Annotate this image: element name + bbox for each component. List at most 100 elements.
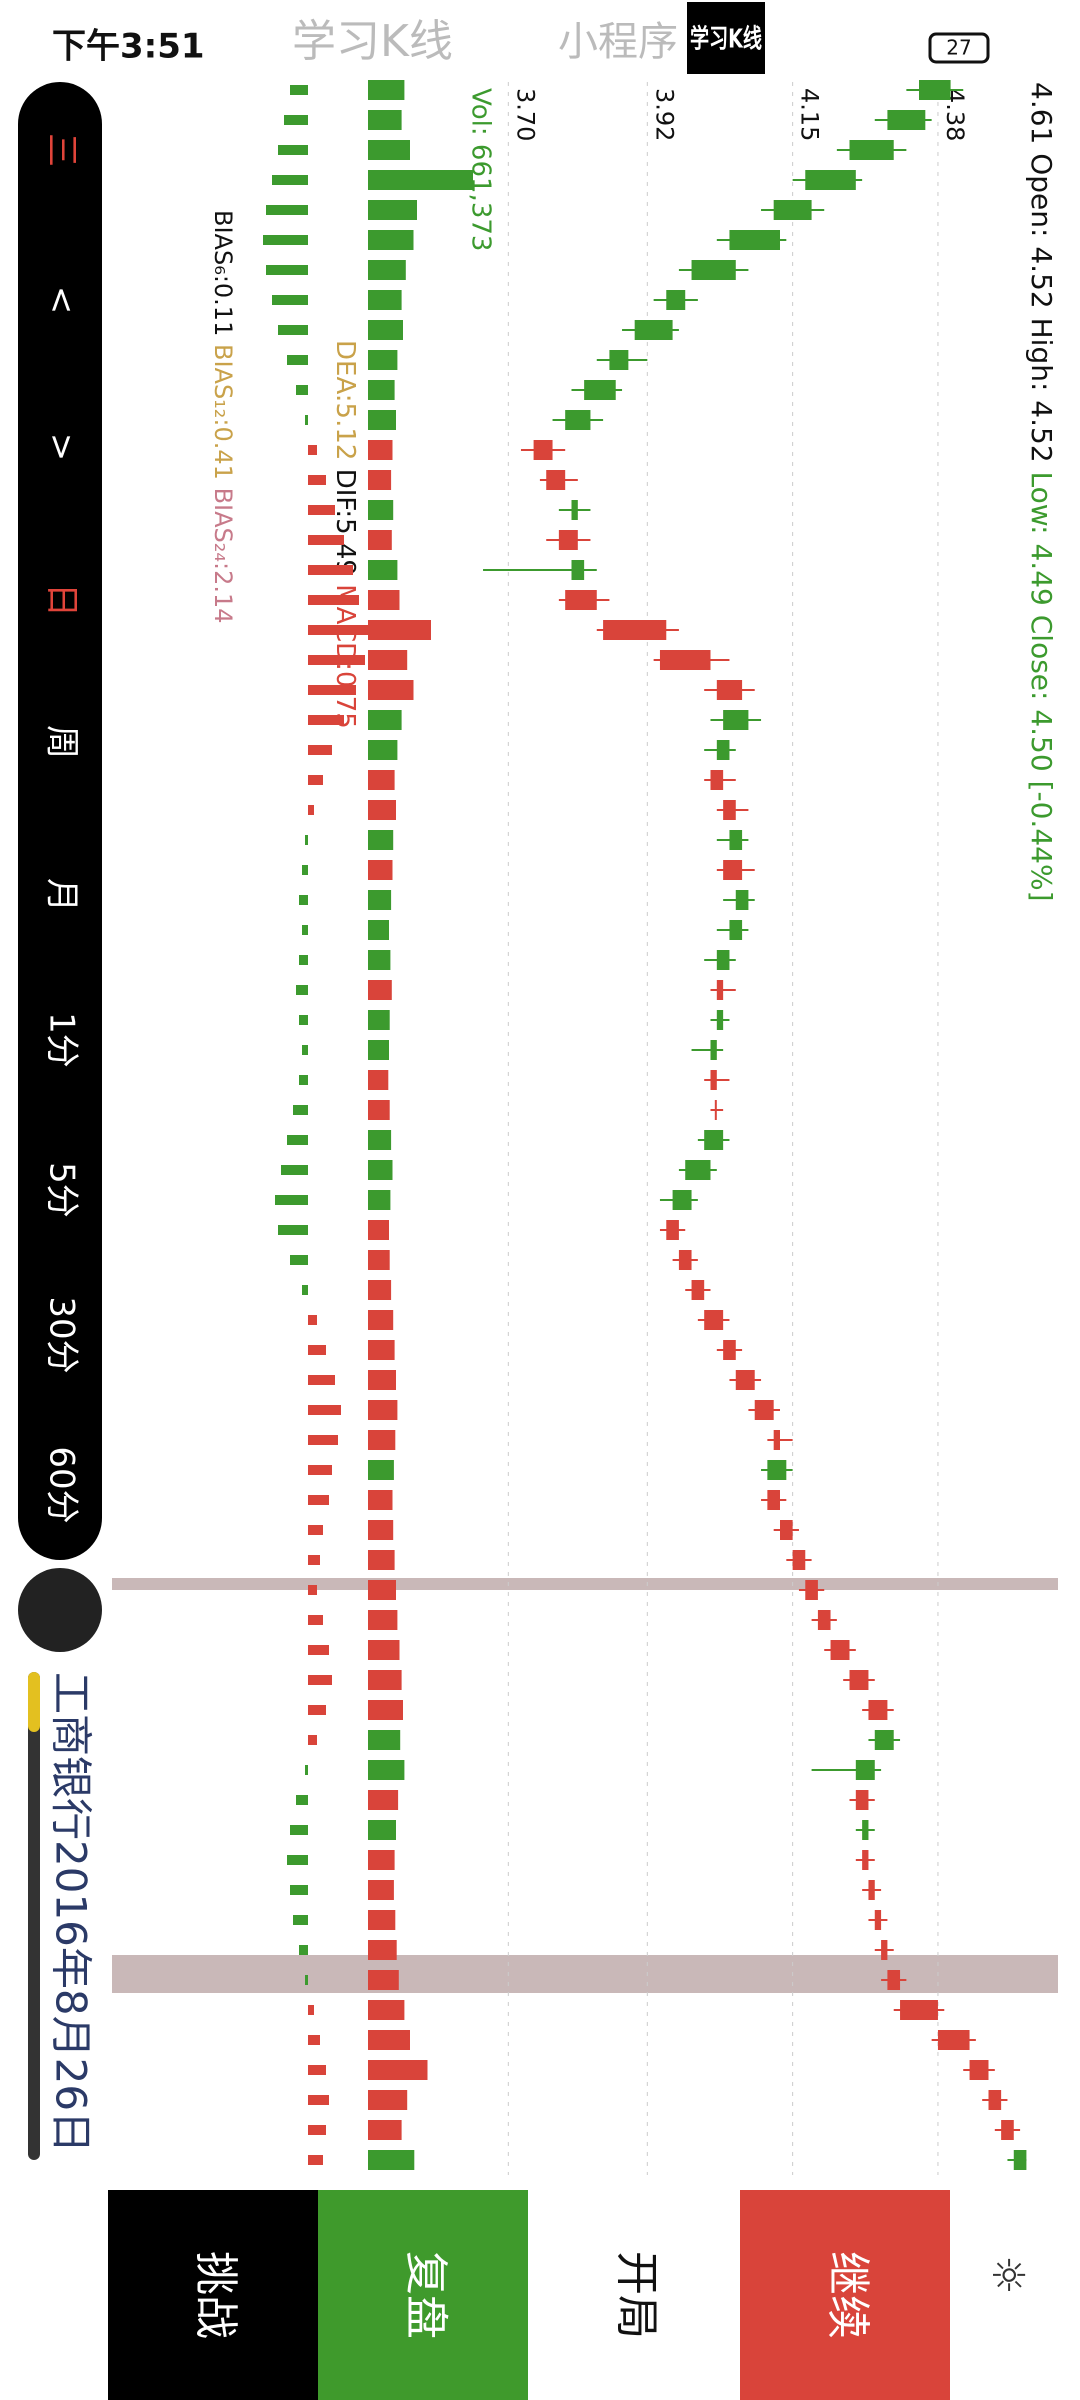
macd-bar bbox=[308, 2065, 326, 2075]
candle-body bbox=[862, 1850, 869, 1870]
candle-body bbox=[634, 320, 673, 340]
candle-body bbox=[672, 1190, 692, 1210]
candle-body bbox=[723, 710, 749, 730]
mini-program: 小程序 bbox=[558, 19, 678, 65]
candle-body bbox=[678, 1250, 692, 1270]
candle-body bbox=[666, 290, 686, 310]
candle-body bbox=[723, 1340, 736, 1360]
volume-bar bbox=[368, 920, 389, 940]
volume-bar bbox=[368, 2000, 405, 2020]
macd-bar bbox=[296, 1795, 308, 1805]
volume-bar bbox=[367, 1340, 395, 1360]
volume-bar bbox=[368, 1190, 391, 1210]
volume-bar bbox=[367, 1850, 395, 1870]
candle-body bbox=[868, 1700, 888, 1720]
candle-body bbox=[735, 1370, 755, 1390]
volume-bar bbox=[368, 1490, 393, 1510]
candle-body bbox=[805, 170, 856, 190]
volume-bar bbox=[368, 590, 400, 610]
info-black: 4.61 Open: 4.52 High: 4.52 bbox=[1025, 82, 1058, 463]
macd-bar bbox=[284, 115, 308, 125]
candle-body bbox=[546, 470, 566, 490]
macd-bar bbox=[278, 145, 308, 155]
continue-button[interactable] bbox=[740, 2190, 950, 2400]
volume-bar bbox=[368, 620, 431, 640]
volume-bar bbox=[368, 200, 417, 220]
sidebar-button[interactable]: 三 bbox=[42, 133, 82, 167]
volume-bar bbox=[368, 1610, 398, 1630]
macd-bar bbox=[308, 805, 314, 815]
volume-bar bbox=[367, 1130, 392, 1150]
candle-body bbox=[874, 1910, 882, 1930]
macd-bar bbox=[278, 325, 308, 335]
action-label[interactable]: 继续 bbox=[822, 2251, 873, 2339]
volume-bar bbox=[368, 1580, 396, 1600]
volume-bar bbox=[367, 260, 406, 280]
macd-bar bbox=[293, 1915, 308, 1925]
sidebar-button[interactable]: 30分 bbox=[42, 1296, 82, 1373]
volume-bar bbox=[368, 320, 403, 340]
volume-bar bbox=[367, 1070, 389, 1090]
volume-bar bbox=[368, 1760, 405, 1780]
volume-bar bbox=[367, 770, 395, 790]
volume-bar bbox=[368, 410, 396, 430]
volume-bar bbox=[368, 680, 414, 700]
macd-bar bbox=[287, 1135, 308, 1145]
candle-body bbox=[533, 440, 553, 460]
sidebar-button[interactable]: > bbox=[42, 433, 82, 462]
sidebar-button[interactable]: 日 bbox=[42, 583, 82, 617]
sidebar-button[interactable]: 周 bbox=[42, 725, 82, 759]
macd-bar bbox=[278, 1225, 308, 1235]
y-tick-label: 4.15 bbox=[796, 88, 824, 141]
macd-bar bbox=[290, 1825, 308, 1835]
sidebar-knob[interactable] bbox=[18, 1568, 102, 1652]
candle-body bbox=[868, 1880, 875, 1900]
macd-bar bbox=[308, 535, 344, 545]
macd-bar bbox=[302, 1285, 308, 1295]
macd-bar bbox=[275, 1195, 308, 1205]
settings-icon[interactable]: ☼ bbox=[982, 2255, 1033, 2294]
dif: DIF:5.49 bbox=[331, 469, 361, 576]
sidebar-button[interactable]: 5分 bbox=[42, 1162, 82, 1218]
action-label[interactable]: 开局 bbox=[611, 2251, 662, 2339]
review-button[interactable] bbox=[318, 2190, 528, 2400]
macd-bar bbox=[281, 1165, 308, 1175]
challenge-button[interactable] bbox=[108, 2190, 318, 2400]
macd-bar bbox=[308, 1675, 332, 1685]
candle-body bbox=[571, 560, 585, 580]
volume-bar bbox=[368, 1880, 394, 1900]
volume-bar bbox=[367, 530, 392, 550]
candle-body bbox=[729, 920, 743, 940]
candle-body bbox=[855, 1790, 869, 1810]
candle-body bbox=[716, 680, 743, 700]
candle-body bbox=[716, 980, 724, 1000]
action-label[interactable]: 挑战 bbox=[190, 2251, 241, 2339]
macd-bar bbox=[266, 205, 308, 215]
candle-body bbox=[817, 1610, 831, 1630]
macd-bar bbox=[308, 1705, 326, 1715]
volume-bar bbox=[367, 1280, 392, 1300]
start-button[interactable] bbox=[528, 2190, 740, 2400]
sidebar-button[interactable]: 1分 bbox=[42, 1012, 82, 1068]
volume-bar bbox=[367, 1550, 395, 1570]
volume-bar bbox=[368, 1640, 400, 1660]
volume-bar bbox=[367, 980, 392, 1000]
macd-bar bbox=[263, 235, 308, 245]
highlight-band bbox=[112, 1578, 1058, 1590]
volume-bar bbox=[368, 2090, 408, 2110]
macd-bar bbox=[287, 1855, 308, 1865]
sidebar-button[interactable]: < bbox=[42, 286, 82, 315]
candle-body bbox=[558, 530, 578, 550]
battery bbox=[928, 32, 990, 64]
volume-bar bbox=[368, 1370, 396, 1390]
sidebar-button[interactable]: 月 bbox=[42, 878, 82, 912]
macd-bar bbox=[308, 1345, 326, 1355]
sidebar-button[interactable]: 60分 bbox=[42, 1446, 82, 1523]
macd-bar bbox=[299, 1075, 308, 1085]
progress-track bbox=[28, 1672, 40, 2160]
bias24: BIAS₂₄:2.14 bbox=[209, 488, 237, 624]
action-label[interactable]: 复盘 bbox=[400, 2251, 451, 2339]
volume-bar bbox=[368, 1220, 389, 1240]
